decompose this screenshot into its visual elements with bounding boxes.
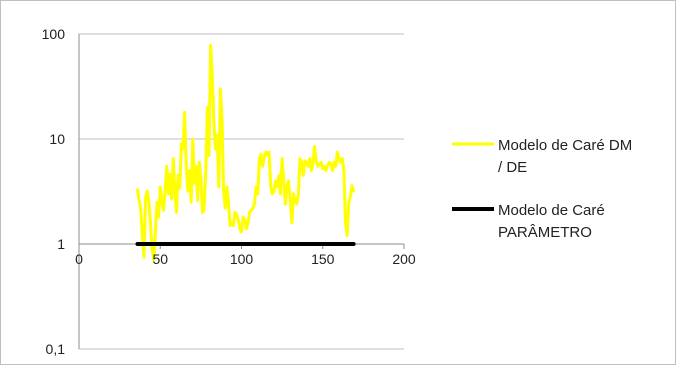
series-line-dm-de xyxy=(136,43,356,262)
legend: Modelo de Caré DM / DE Modelo de Caré PARÂM… xyxy=(452,137,632,241)
legend-label: / DE xyxy=(498,159,527,176)
legend-label: Modelo de Caré xyxy=(498,202,605,219)
series-layer xyxy=(135,43,356,262)
gridlines xyxy=(79,33,404,350)
x-tick-label: 200 xyxy=(392,251,416,267)
x-tick-label: 50 xyxy=(152,251,168,267)
tick-labels: 0,1 1 10 100 0 50 100 150 200 xyxy=(42,26,416,357)
x-tick-label: 0 xyxy=(75,251,83,267)
x-tick-label: 100 xyxy=(230,251,254,267)
legend-label: Modelo de Caré DM xyxy=(498,137,632,154)
x-tick-label: 150 xyxy=(311,251,335,267)
axes xyxy=(78,34,405,349)
y-tick-label: 10 xyxy=(49,131,65,147)
y-tick-label: 0,1 xyxy=(46,341,66,357)
legend-label: PARÂMETRO xyxy=(498,224,592,241)
y-tick-label: 100 xyxy=(42,26,66,42)
y-tick-label: 1 xyxy=(57,236,65,252)
